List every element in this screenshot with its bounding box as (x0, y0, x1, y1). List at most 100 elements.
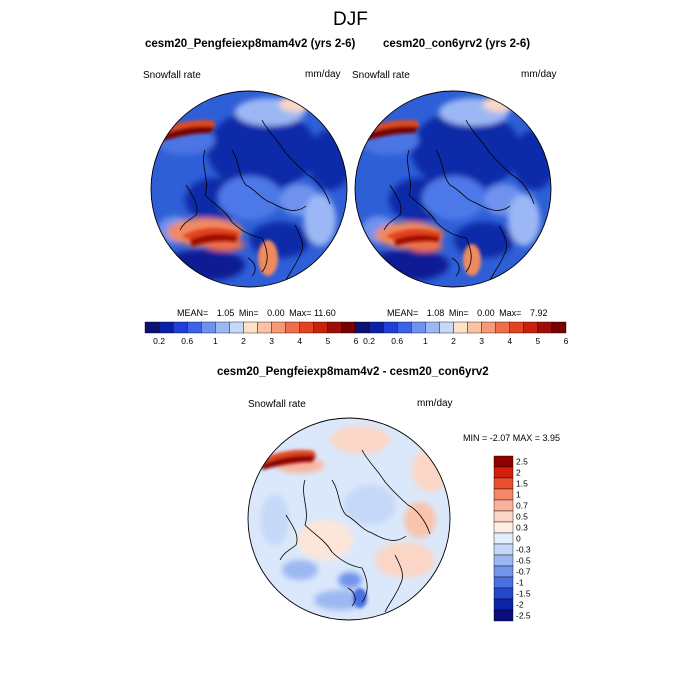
difference-colorbar-tick-label: 2.5 (516, 457, 528, 467)
left-max-label: Max= (289, 308, 312, 318)
difference-colorbar-box (493, 488, 514, 501)
right-colorbar-tick-label: 3 (479, 336, 484, 346)
left-colorbar-tick-label: 3 (269, 336, 274, 346)
right-colorbar-box (354, 321, 370, 334)
difference-colorbar-tick-label: 1 (516, 490, 521, 500)
right-panel-title: cesm20_con6yrv2 (yrs 2-6) (383, 38, 531, 50)
right-colorbar-box (537, 321, 553, 334)
difference-colorbar-box (493, 587, 514, 600)
difference-colorbar-tick-label: -2 (516, 600, 524, 610)
difference-colorbar-box (493, 499, 514, 512)
left-colorbar-box (257, 321, 272, 334)
left-min-label: Min= (238, 308, 259, 318)
right-colorbar-tick-label: 4 (507, 336, 512, 346)
left-colorbar-tick-label: 6 (354, 336, 359, 346)
difference-colorbar-box (493, 565, 514, 578)
left-colorbar-tick-label: 5 (325, 336, 330, 346)
right-colorbar: 0.2 0.6 1 2 3 4 5 6 (354, 321, 569, 346)
right-colorbar-box (467, 321, 482, 334)
difference-colorbar-box (493, 455, 514, 468)
difference-colorbar-box (493, 532, 514, 545)
left-units-label: mm/day (305, 69, 341, 80)
right-colorbar-tick-label: 2 (451, 336, 456, 346)
difference-colorbar-tick-label: 0 (516, 534, 521, 544)
right-variable-label: Snowfall rate (352, 70, 410, 81)
right-max-label: Max= (499, 308, 522, 318)
right-colorbar-tick-label: 6 (564, 336, 569, 346)
difference-colorbar-tick-label: -0.7 (516, 567, 531, 577)
right-colorbar-box (495, 321, 510, 334)
diff-units-label: mm/day (417, 398, 453, 409)
left-colorbar-box (229, 321, 244, 334)
right-colorbar-box (481, 321, 496, 334)
left-colorbar-box (201, 321, 216, 334)
left-map-field (151, 91, 347, 287)
right-stats: MEAN= 1.08 Min= 0.00 Max= 7.92 (387, 308, 547, 318)
difference-colorbar-tick-label: -1 (516, 578, 524, 588)
right-colorbar-tick-label: 0.6 (391, 336, 403, 346)
difference-colorbar-tick-label: 0.3 (516, 523, 528, 533)
left-colorbar-box (215, 321, 230, 334)
left-colorbar-box (341, 321, 357, 334)
left-colorbar-tick-label: 1 (213, 336, 218, 346)
left-colorbar-tick-label: 2 (241, 336, 246, 346)
right-colorbar-box (382, 321, 398, 334)
right-map (354, 90, 552, 288)
diff-minmax-text: MIN = -2.07 MAX = 3.95 (463, 433, 561, 443)
difference-colorbar-box (493, 598, 514, 611)
right-max-value: 7.92 (529, 308, 548, 318)
left-colorbar-box (313, 321, 329, 334)
left-colorbar-box (271, 321, 286, 334)
left-colorbar-tick-label: 0.2 (153, 336, 165, 346)
right-colorbar-box (397, 321, 412, 334)
right-mean-value: 1.08 (426, 308, 445, 318)
right-units-label: mm/day (521, 69, 557, 80)
left-map (150, 90, 348, 288)
right-colorbar-box (551, 321, 567, 334)
right-min-label: Min= (448, 308, 469, 318)
right-colorbar-box (453, 321, 468, 334)
left-min-value: 0.00 (267, 308, 285, 318)
left-colorbar-box (186, 321, 202, 334)
difference-colorbar-box (493, 609, 514, 622)
right-colorbar-box (523, 321, 539, 334)
diff-variable-label: Snowfall rate (248, 399, 306, 410)
right-min-value: 0.00 (477, 308, 495, 318)
difference-map (247, 417, 451, 621)
difference-colorbar-box (493, 554, 514, 567)
left-colorbar-box (299, 321, 315, 334)
right-mean-label: MEAN= (387, 308, 419, 318)
difference-colorbar-box (493, 543, 514, 556)
left-colorbar-box (285, 321, 300, 334)
right-colorbar-box (425, 321, 440, 334)
difference-colorbar-box (493, 576, 514, 589)
right-map-field (355, 91, 551, 287)
difference-colorbar-tick-label: 0.7 (516, 501, 528, 511)
right-colorbar-box (411, 321, 426, 334)
diff-panel-title: cesm20_Pengfeiexp8mam4v2 - cesm20_con6yr… (217, 366, 489, 378)
difference-colorbar-tick-label: -2.5 (516, 611, 531, 621)
right-colorbar-tick-label: 5 (535, 336, 540, 346)
difference-colorbar-box (493, 510, 514, 523)
left-colorbar-box (243, 321, 258, 334)
right-colorbar-box (509, 321, 525, 334)
left-colorbar-tick-label: 0.6 (181, 336, 193, 346)
figure-title: DJF (333, 9, 368, 30)
left-colorbar-box (172, 321, 188, 334)
right-colorbar-tick-label: 0.2 (363, 336, 375, 346)
left-colorbar: 0.2 0.6 1 2 3 4 5 6 (144, 321, 359, 346)
left-colorbar-box (144, 321, 160, 334)
left-mean-label: MEAN= (177, 308, 209, 318)
left-max-value: 11.60 (313, 308, 336, 318)
difference-colorbar-tick-label: 1.5 (516, 479, 528, 489)
right-colorbar-tick-label: 1 (423, 336, 428, 346)
difference-colorbar-box (493, 477, 514, 490)
right-colorbar-box (439, 321, 454, 334)
left-colorbar-box (158, 321, 174, 334)
left-stats: MEAN= 1.05 Min= 0.00 Max= 11.60 (177, 308, 336, 318)
difference-colorbar-box (493, 521, 514, 534)
left-mean-value: 1.05 (216, 308, 235, 318)
difference-colorbar-tick-label: -0.5 (516, 556, 531, 566)
difference-map-field (248, 418, 450, 620)
